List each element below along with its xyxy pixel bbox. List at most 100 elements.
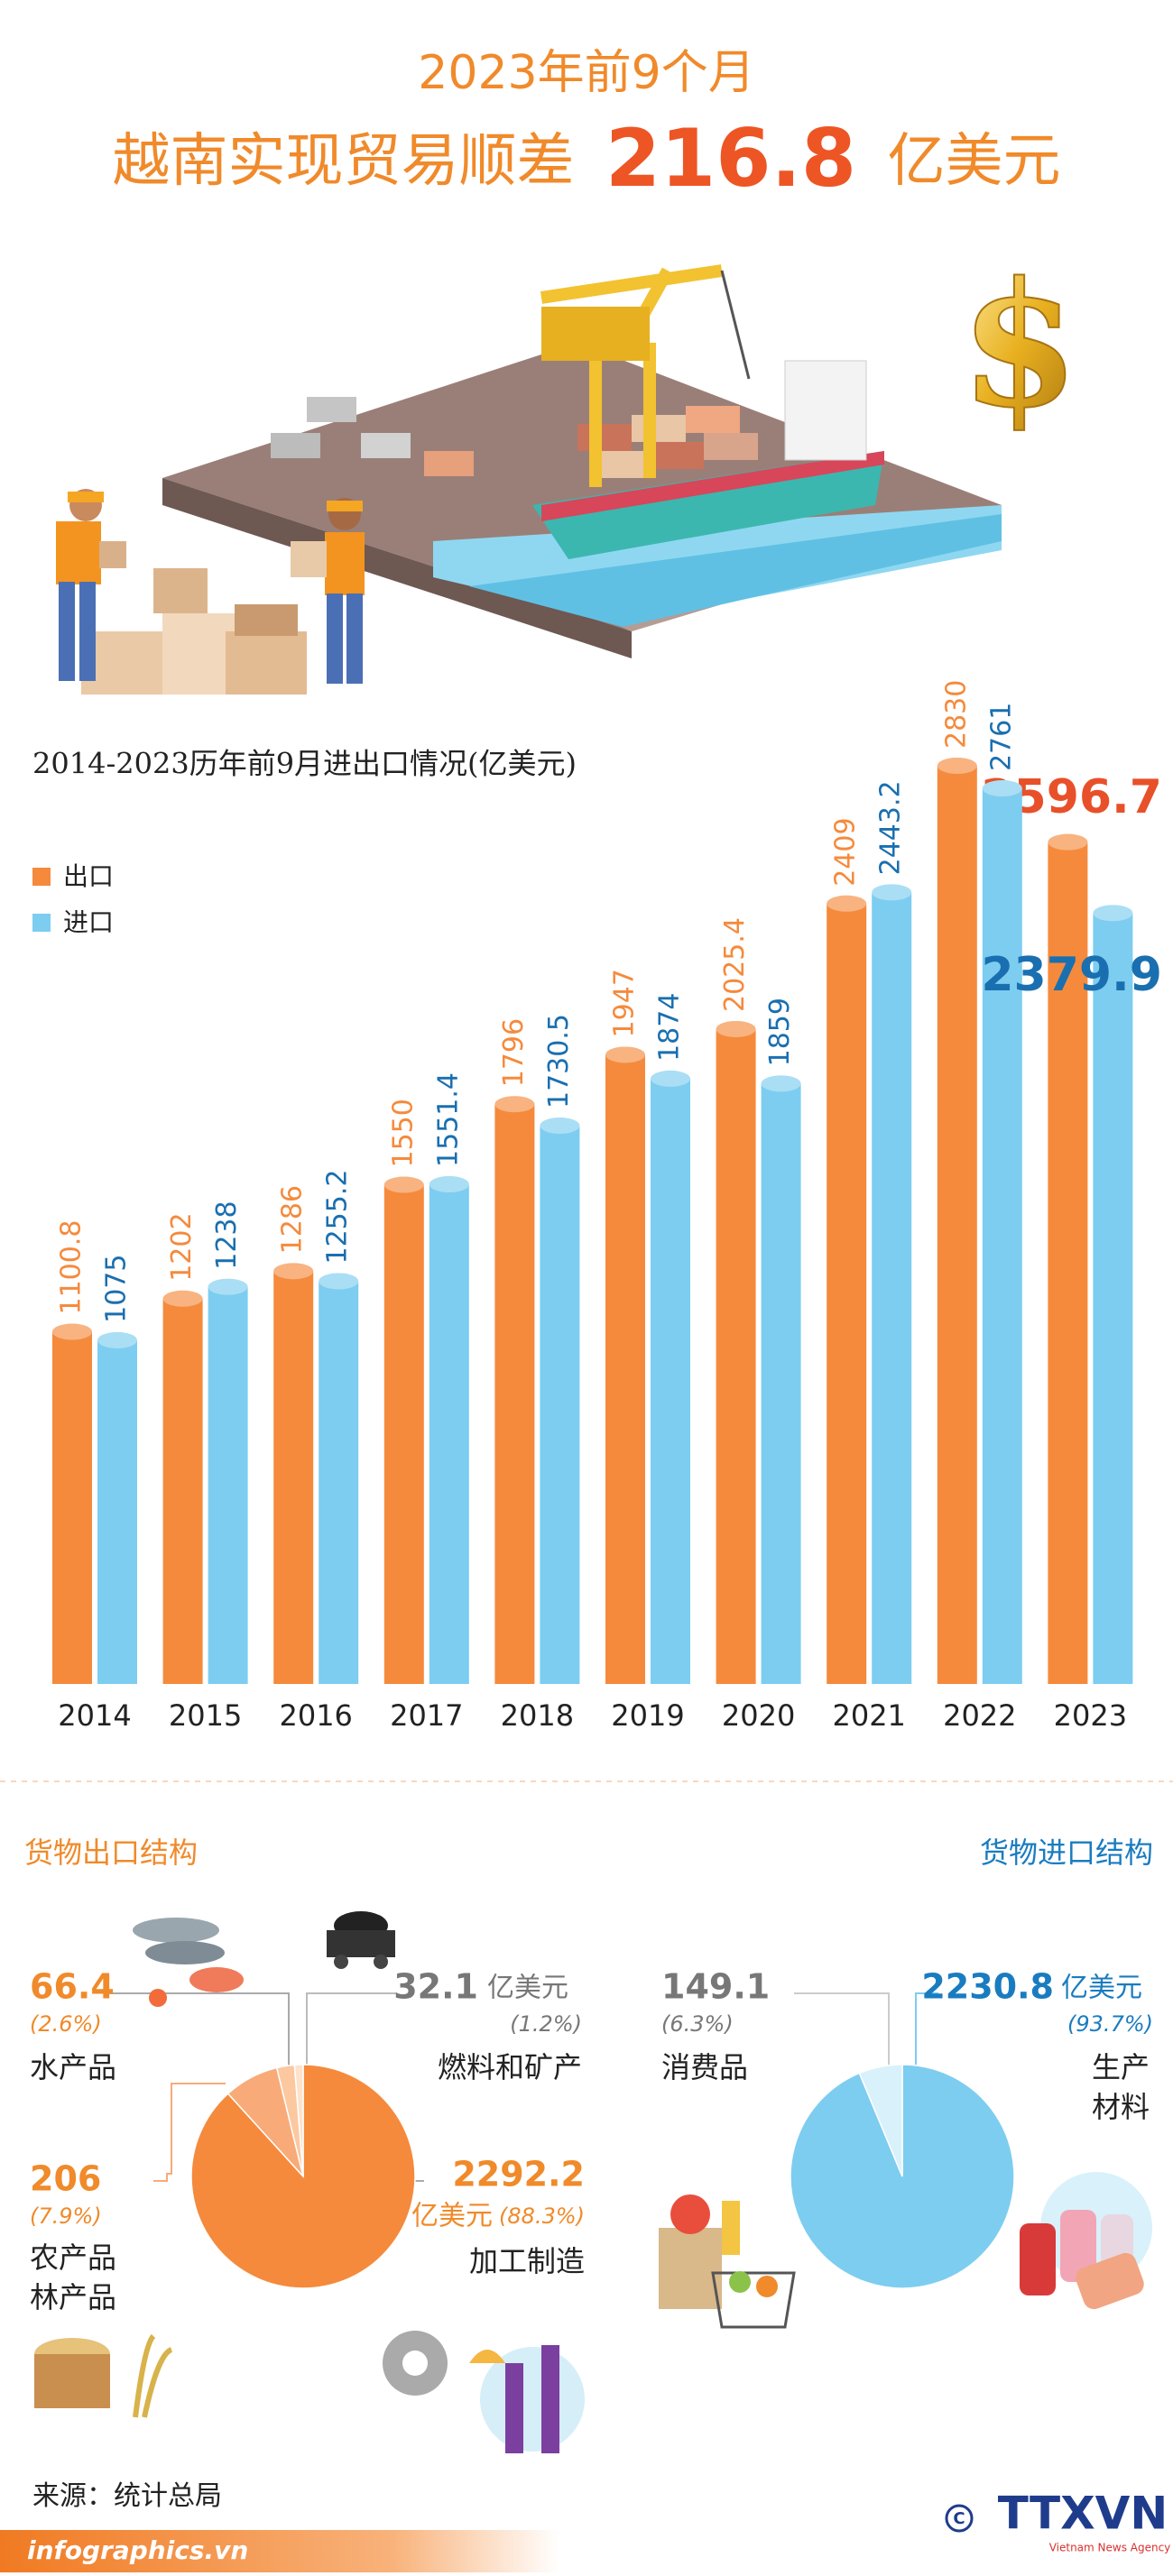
bar-cap (761, 1075, 801, 1092)
header-text: 越南实现贸易顺差 (112, 128, 574, 195)
slice-value: 206 (30, 2159, 101, 2199)
copyright-c: C (953, 2509, 965, 2528)
x-tick-label: 2022 (943, 1698, 1016, 1733)
header-line1: 2023年前9个月 (418, 46, 754, 100)
bar-cap (605, 1046, 645, 1063)
source: 来源：统计总局 (32, 2480, 222, 2512)
brand: TTXVN (998, 2488, 1168, 2540)
value-label-highlight: 2379.9 (981, 948, 1162, 1002)
x-tick-label: 2016 (279, 1698, 352, 1733)
x-tick-label: 2017 (390, 1698, 463, 1733)
slice-percent: (6.3%) (661, 2011, 734, 2037)
bar-cap (827, 895, 867, 912)
wood-grain-icon (34, 2333, 173, 2418)
bar (383, 1176, 424, 1684)
slice-category: 消费品 (661, 2050, 748, 2084)
value-label: 1100.8 (56, 1220, 88, 1315)
boxes (81, 568, 307, 695)
bar-cap (319, 1273, 359, 1290)
bar-cap (429, 1176, 469, 1193)
value-label: 1730.5 (543, 1014, 575, 1109)
worker-left (56, 489, 126, 681)
footer-site: infographics.vn (27, 2535, 248, 2565)
bar-cap (273, 1263, 314, 1280)
bar (827, 895, 867, 1684)
slice-category: 加工制造 (469, 2244, 585, 2278)
port-edge (162, 478, 632, 658)
bar-cap (937, 758, 977, 774)
bar (716, 1020, 756, 1684)
export-pie-title: 货物出口结构 (24, 1835, 198, 1870)
bar-cap (208, 1278, 248, 1295)
bar-cap (540, 1118, 580, 1135)
header-unit: 亿美元 (888, 128, 1061, 195)
bar (872, 884, 912, 1684)
bar (273, 1263, 314, 1684)
bar-cap (494, 1096, 535, 1113)
slice-value: 2292.2 (452, 2155, 585, 2194)
legend-label: 进口 (63, 907, 114, 937)
bar (494, 1096, 535, 1684)
bar-cap (1093, 905, 1133, 922)
bar (162, 1290, 203, 1684)
value-label: 1255.2 (322, 1170, 354, 1265)
bar-cap (1048, 833, 1088, 851)
coal-cart-icon (327, 1911, 395, 1969)
bar-cap (651, 1070, 690, 1087)
slice-unit: 亿美元 (487, 1973, 568, 2004)
slice-category: 生产材料 (1092, 2050, 1150, 2124)
x-tick-label: 2021 (832, 1698, 905, 1733)
value-label: 2409 (830, 817, 862, 886)
footer-strip (0, 2530, 559, 2572)
bar-cap (716, 1020, 756, 1037)
slice-value: 2230.8 (921, 1967, 1054, 2007)
x-tick-label: 2018 (501, 1698, 574, 1733)
value-label: 1550 (387, 1099, 419, 1167)
slice-value: 66.4 (30, 1967, 115, 2007)
value-label: 1075 (101, 1255, 133, 1323)
industry-icon (383, 2331, 585, 2453)
bar (319, 1273, 359, 1684)
slice-category: 水产品 (30, 2050, 116, 2084)
water-shade (469, 514, 1002, 627)
value-label: 2761 (985, 703, 1017, 771)
value-label: 1796 (498, 1018, 530, 1087)
ship-bridge (784, 360, 867, 461)
slice-percent: (88.3%) (499, 2203, 585, 2229)
value-label: 1947 (609, 969, 641, 1037)
brand-sub: Vietnam News Agency (1049, 2542, 1171, 2554)
import-pie-title: 货物进口结构 (980, 1835, 1153, 1870)
legend-label: 出口 (63, 861, 114, 891)
x-tick-label: 2020 (722, 1698, 795, 1733)
slice-category: 农产品林产品 (30, 2240, 116, 2314)
header-highlight: 216.8 (605, 112, 856, 205)
port-illustration: $ (56, 244, 1080, 695)
slice-value: 32.1 (393, 1967, 478, 2007)
pie-charts: 2292.2 亿美元 (88.3%) 加工制造 206 (7.9%) 农产品林产品 66.4 (… (30, 1967, 1153, 2315)
containers (271, 397, 758, 478)
bar (1048, 833, 1088, 1684)
slice-value: 149.1 (661, 1967, 770, 2007)
x-tick-label: 2023 (1054, 1698, 1127, 1733)
x-tick-label: 2014 (58, 1698, 131, 1733)
yarn-icon (1020, 2172, 1152, 2310)
slice-category: 燃料和矿产 (438, 2050, 582, 2084)
bar (97, 1331, 137, 1684)
bar (651, 1070, 690, 1684)
slice-unit: 亿美元 (1061, 1973, 1142, 2004)
slice-percent: (7.9%) (30, 2203, 102, 2229)
bar-cap (162, 1290, 203, 1307)
slice-percent: (2.6%) (30, 2011, 102, 2037)
bar-cap (52, 1323, 92, 1340)
bar (208, 1278, 248, 1684)
bar (982, 780, 1022, 1684)
value-label: 1551.4 (432, 1072, 464, 1167)
slice-percent: (93.7%) (1067, 2011, 1153, 2037)
legend-swatch (32, 914, 51, 932)
crane-cab (541, 307, 650, 361)
pie-slice (293, 2064, 304, 2177)
legend-swatch (32, 868, 51, 886)
value-label: 1286 (277, 1185, 309, 1254)
pie-slice (858, 2064, 903, 2177)
bar (52, 1323, 92, 1684)
